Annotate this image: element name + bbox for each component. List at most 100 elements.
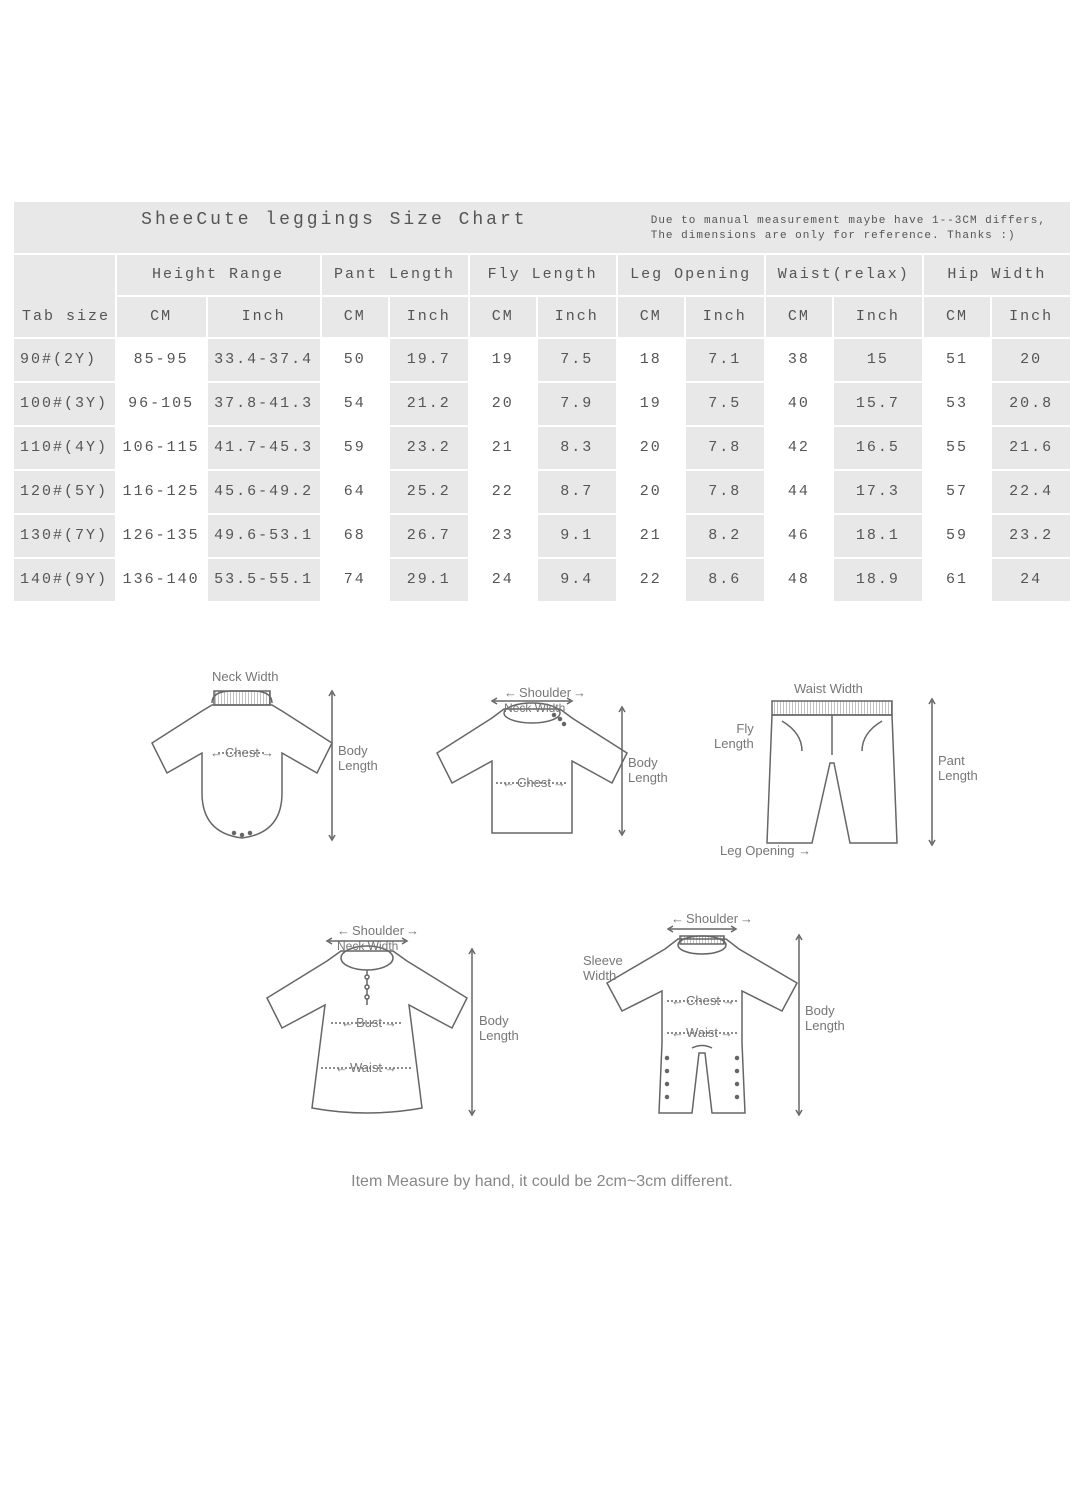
data-cell: 74 bbox=[321, 558, 389, 602]
table-row: 90#(2Y)85-9533.4-37.45019.7197.5187.1381… bbox=[13, 338, 1071, 382]
group-header: Fly Length bbox=[469, 254, 617, 296]
row-label: 130#(7Y) bbox=[13, 514, 116, 558]
data-cell: 44 bbox=[765, 470, 833, 514]
data-cell: 53.5-55.1 bbox=[207, 558, 321, 602]
group-header: Waist(relax) bbox=[765, 254, 923, 296]
data-cell: 15 bbox=[833, 338, 923, 382]
data-cell: 20.8 bbox=[991, 382, 1071, 426]
unit-header: CM bbox=[765, 296, 833, 338]
footer-note: Item Measure by hand, it could be 2cm~3c… bbox=[0, 1173, 1084, 1191]
row-label: 110#(4Y) bbox=[13, 426, 116, 470]
data-cell: 23.2 bbox=[991, 514, 1071, 558]
table-row: 120#(5Y)116-12545.6-49.26425.2228.7207.8… bbox=[13, 470, 1071, 514]
data-cell: 17.3 bbox=[833, 470, 923, 514]
unit-header: Inch bbox=[537, 296, 617, 338]
data-cell: 20 bbox=[617, 470, 685, 514]
data-cell: 7.8 bbox=[685, 426, 765, 470]
data-cell: 85-95 bbox=[116, 338, 207, 382]
unit-header: CM bbox=[923, 296, 991, 338]
diagram-top: Shoulder Neck Width Chest Body Length bbox=[412, 673, 652, 873]
table-row: 130#(7Y)126-13549.6-53.16826.7239.1218.2… bbox=[13, 514, 1071, 558]
measurement-diagrams: Neck Width Chest Body Length Shoulder Ne bbox=[122, 673, 962, 1133]
unit-header: CM bbox=[116, 296, 207, 338]
data-cell: 21 bbox=[469, 426, 537, 470]
data-cell: 9.4 bbox=[537, 558, 617, 602]
data-cell: 41.7-45.3 bbox=[207, 426, 321, 470]
row-label: 100#(3Y) bbox=[13, 382, 116, 426]
data-cell: 19.7 bbox=[389, 338, 469, 382]
data-cell: 20 bbox=[469, 382, 537, 426]
data-cell: 116-125 bbox=[116, 470, 207, 514]
data-cell: 24 bbox=[991, 558, 1071, 602]
diagram-dress: Shoulder Neck Width Bust Waist Body Leng… bbox=[237, 913, 517, 1133]
data-cell: 7.1 bbox=[685, 338, 765, 382]
title-row: SheeCute leggings Size Chart Due to manu… bbox=[13, 201, 1071, 254]
data-cell: 22.4 bbox=[991, 470, 1071, 514]
data-cell: 46 bbox=[765, 514, 833, 558]
table-row: 100#(3Y)96-10537.8-41.35421.2207.9197.54… bbox=[13, 382, 1071, 426]
data-cell: 53 bbox=[923, 382, 991, 426]
data-cell: 51 bbox=[923, 338, 991, 382]
unit-header: Inch bbox=[685, 296, 765, 338]
data-cell: 8.3 bbox=[537, 426, 617, 470]
unit-header: Inch bbox=[833, 296, 923, 338]
unit-row: CMInchCMInchCMInchCMInchCMInchCMInch bbox=[13, 296, 1071, 338]
unit-header: CM bbox=[617, 296, 685, 338]
data-cell: 59 bbox=[321, 426, 389, 470]
data-cell: 25.2 bbox=[389, 470, 469, 514]
data-cell: 96-105 bbox=[116, 382, 207, 426]
unit-header: Inch bbox=[389, 296, 469, 338]
table-row: 140#(9Y)136-14053.5-55.17429.1249.4228.6… bbox=[13, 558, 1071, 602]
data-cell: 8.2 bbox=[685, 514, 765, 558]
size-chart-table: SheeCute leggings Size Chart Due to manu… bbox=[12, 200, 1072, 603]
data-cell: 19 bbox=[469, 338, 537, 382]
data-cell: 21.6 bbox=[991, 426, 1071, 470]
data-cell: 20 bbox=[991, 338, 1071, 382]
data-cell: 20 bbox=[617, 426, 685, 470]
data-cell: 23.2 bbox=[389, 426, 469, 470]
data-cell: 61 bbox=[923, 558, 991, 602]
data-cell: 7.5 bbox=[685, 382, 765, 426]
unit-header: CM bbox=[321, 296, 389, 338]
data-cell: 38 bbox=[765, 338, 833, 382]
data-cell: 24 bbox=[469, 558, 537, 602]
data-cell: 18 bbox=[617, 338, 685, 382]
data-cell: 59 bbox=[923, 514, 991, 558]
data-cell: 106-115 bbox=[116, 426, 207, 470]
data-cell: 23 bbox=[469, 514, 537, 558]
data-cell: 136-140 bbox=[116, 558, 207, 602]
unit-header: CM bbox=[469, 296, 537, 338]
data-cell: 26.7 bbox=[389, 514, 469, 558]
data-cell: 18.1 bbox=[833, 514, 923, 558]
data-cell: 54 bbox=[321, 382, 389, 426]
data-cell: 64 bbox=[321, 470, 389, 514]
data-cell: 16.5 bbox=[833, 426, 923, 470]
group-header: Hip Width bbox=[923, 254, 1071, 296]
row-label: 90#(2Y) bbox=[13, 338, 116, 382]
data-cell: 57 bbox=[923, 470, 991, 514]
data-cell: 18.9 bbox=[833, 558, 923, 602]
group-header: Height Range bbox=[116, 254, 321, 296]
diagram-romper: Neck Width Chest Body Length bbox=[122, 673, 362, 873]
data-cell: 42 bbox=[765, 426, 833, 470]
table-row: 110#(4Y)106-11541.7-45.35923.2218.3207.8… bbox=[13, 426, 1071, 470]
diagram-pants: Waist Width Fly Length Pant Length Leg O… bbox=[702, 673, 962, 873]
row-label: 120#(5Y) bbox=[13, 470, 116, 514]
tab-size-label: Tab size bbox=[13, 254, 116, 338]
data-cell: 8.6 bbox=[685, 558, 765, 602]
data-cell: 8.7 bbox=[537, 470, 617, 514]
data-cell: 29.1 bbox=[389, 558, 469, 602]
data-cell: 7.8 bbox=[685, 470, 765, 514]
group-header: Pant Length bbox=[321, 254, 469, 296]
row-label: 140#(9Y) bbox=[13, 558, 116, 602]
data-cell: 7.9 bbox=[537, 382, 617, 426]
data-cell: 48 bbox=[765, 558, 833, 602]
unit-header: Inch bbox=[207, 296, 321, 338]
group-header: Leg Opening bbox=[617, 254, 765, 296]
diagram-sleepsuit: Shoulder Sleeve Width Chest Waist Body L… bbox=[567, 913, 847, 1133]
data-cell: 49.6-53.1 bbox=[207, 514, 321, 558]
chart-note: Due to manual measurement maybe have 1--… bbox=[651, 210, 1066, 245]
data-cell: 50 bbox=[321, 338, 389, 382]
data-cell: 7.5 bbox=[537, 338, 617, 382]
data-cell: 55 bbox=[923, 426, 991, 470]
